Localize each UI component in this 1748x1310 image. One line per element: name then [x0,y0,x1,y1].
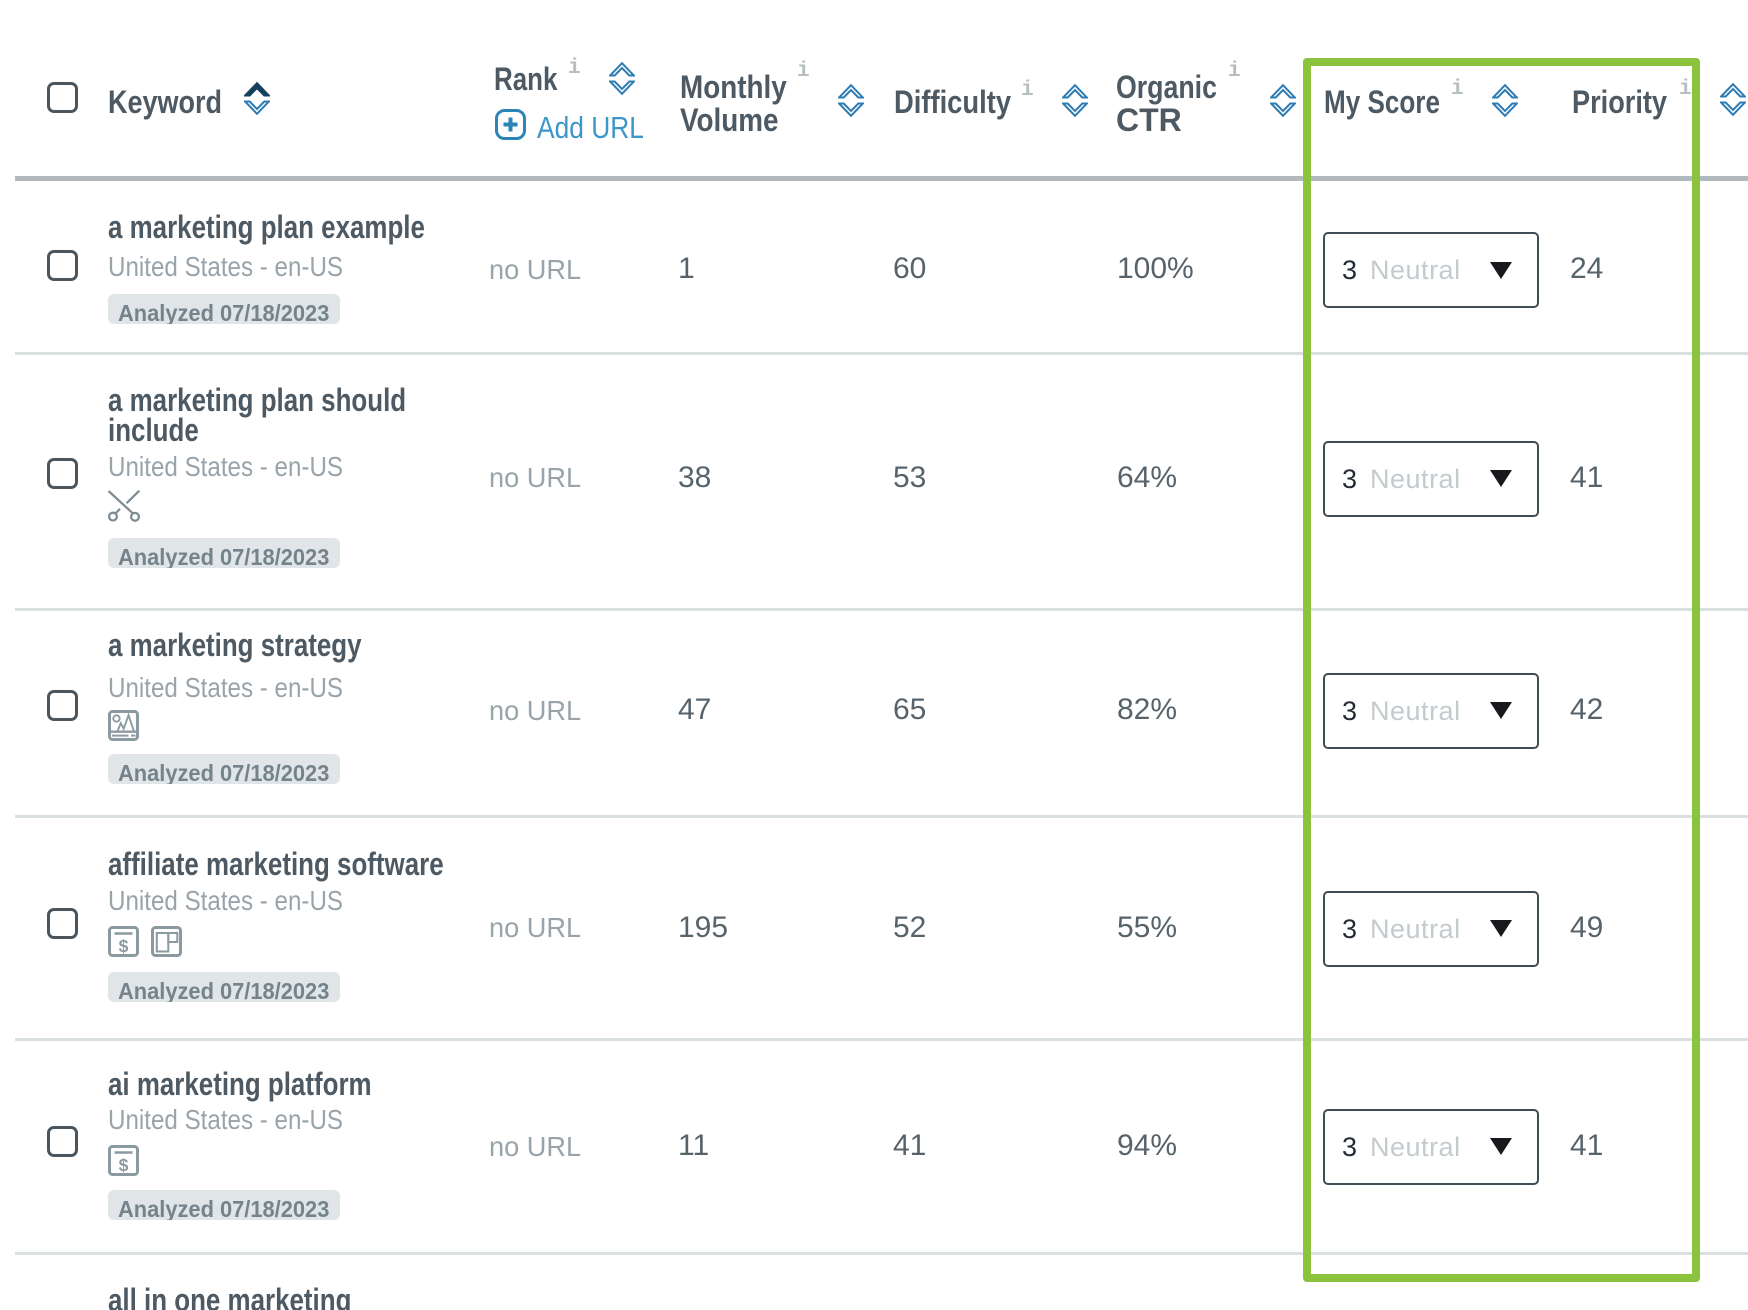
svg-text:$: $ [119,1155,129,1175]
svg-text:$: $ [119,936,129,956]
